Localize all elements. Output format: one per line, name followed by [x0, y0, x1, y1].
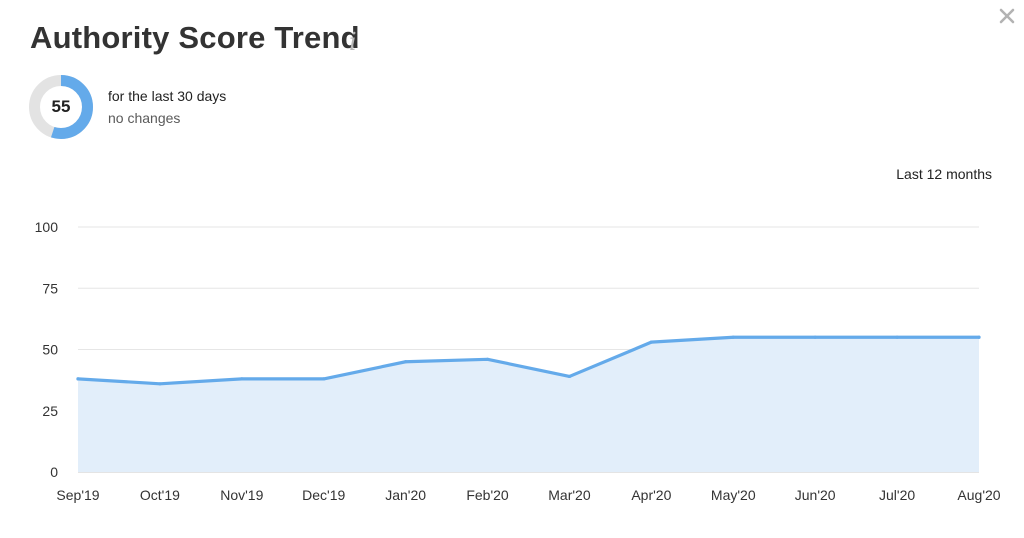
- score-change: no changes: [108, 110, 181, 126]
- score-donut: [29, 75, 93, 139]
- series-area: [78, 337, 979, 472]
- x-tick-label: May'20: [711, 487, 756, 503]
- x-tick-label: Jan'20: [385, 487, 426, 503]
- score-period: for the last 30 days: [108, 88, 227, 104]
- data-point: [977, 335, 981, 339]
- data-point: [76, 377, 80, 381]
- x-tick-label: Dec'19: [302, 487, 345, 503]
- x-tick-label: Feb'20: [466, 487, 509, 503]
- y-tick-label: 50: [42, 342, 58, 358]
- page-title: Authority Score Trend: [30, 20, 360, 55]
- data-point: [731, 335, 735, 339]
- data-point: [322, 377, 326, 381]
- y-tick-label: 75: [42, 280, 58, 296]
- x-tick-label: Jun'20: [795, 487, 836, 503]
- data-point: [649, 340, 653, 344]
- x-tick-label: Sep'19: [56, 487, 99, 503]
- info-icon[interactable]: i: [349, 28, 357, 56]
- series-line: [76, 335, 981, 386]
- close-icon[interactable]: [995, 4, 1019, 28]
- x-tick-label: Jul'20: [879, 487, 915, 503]
- y-tick-label: 25: [42, 403, 58, 419]
- x-tick-label: Oct'19: [140, 487, 180, 503]
- y-tick-label: 100: [35, 219, 59, 235]
- data-point: [240, 377, 244, 381]
- data-point: [567, 374, 572, 379]
- x-tick-label: Aug'20: [957, 487, 1000, 503]
- score-donut-fill: [29, 75, 93, 139]
- x-tick-label: Mar'20: [548, 487, 591, 503]
- data-point: [485, 357, 490, 361]
- data-point: [813, 335, 817, 339]
- data-point: [895, 335, 899, 339]
- score-value: 55: [51, 97, 71, 116]
- x-tick-label: Apr'20: [631, 487, 671, 503]
- data-point: [158, 382, 162, 386]
- y-tick-label: 0: [50, 464, 58, 480]
- x-tick-label: Nov'19: [220, 487, 263, 503]
- range-selector[interactable]: Last 12 months: [896, 166, 992, 182]
- data-point: [404, 360, 408, 364]
